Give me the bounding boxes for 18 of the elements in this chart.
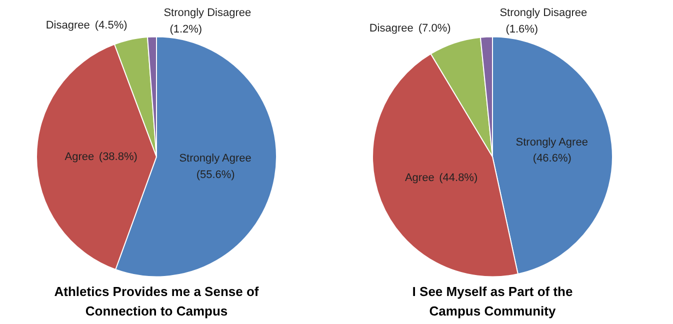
slice-label: Agree [64, 150, 94, 163]
data-label: (1.2%) [170, 23, 202, 36]
slice-label: Strongly Agree [516, 136, 588, 148]
data-label: (55.6%) [196, 168, 235, 181]
data-label: (4.5%) [94, 19, 128, 32]
text: I See Myself as Part of the Campus Community [412, 284, 573, 318]
slice-label: Strongly Disagree [164, 7, 252, 20]
slice-label: Agree [404, 172, 434, 184]
data-label: (7.0%) [418, 22, 451, 35]
data-label: (38.8%) [98, 150, 138, 163]
slice-label: Strongly Disagree [500, 7, 588, 20]
slice-label: Strongly Agree [179, 152, 252, 165]
slice-label: Disagree [369, 22, 414, 35]
slice-label: Disagree [46, 19, 90, 32]
text: Athletics Provides me a Sense of Connection to Campus [54, 284, 260, 318]
data-label: (44.8%) [439, 172, 478, 184]
data-label: (1.6%) [506, 23, 538, 36]
data-label: (46.6%) [532, 152, 572, 165]
